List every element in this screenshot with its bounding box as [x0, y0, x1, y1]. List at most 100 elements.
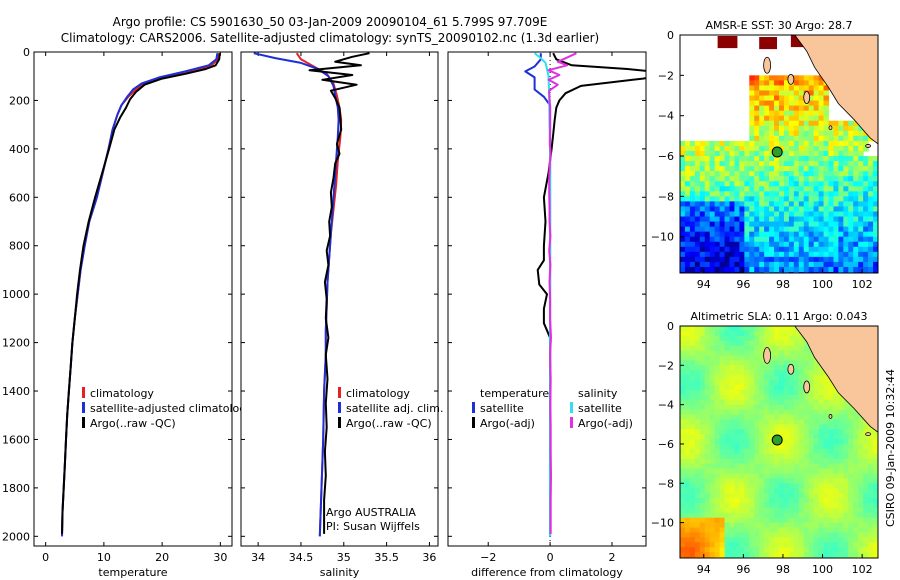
- altimetric-sla-cell: [739, 360, 745, 366]
- amsre-sst-cell: [843, 135, 849, 142]
- amsre-sst-cell: [680, 251, 686, 258]
- amsre-sst-cell: [749, 110, 755, 117]
- amsre-sst-cell: [783, 105, 790, 112]
- altimetric-sla-cell: [779, 443, 785, 450]
- amsre-sst-cell: [798, 226, 805, 233]
- amsre-sst-cell: [788, 256, 795, 263]
- amsre-sst-cell: [798, 246, 805, 253]
- amsre-sst-cell: [838, 236, 844, 243]
- altimetric-sla-cell: [779, 498, 785, 504]
- amsre-sst-cell: [779, 206, 785, 213]
- altimetric-sla-cell: [724, 507, 731, 514]
- amsre-sst-cell: [818, 100, 825, 107]
- altimetric-sla-cell: [684, 389, 691, 396]
- altimetric-sla-cell: [744, 409, 750, 416]
- temperature-series-line: [61, 53, 221, 534]
- altimetric-sla-cell: [719, 414, 726, 420]
- amsre-sst-cell: [863, 166, 869, 172]
- amsre-sst-cell: [828, 201, 835, 208]
- amsre-sst-cell: [843, 176, 849, 182]
- altimetric-sla-cell: [704, 424, 711, 430]
- amsre-sst-cell: [838, 145, 844, 152]
- altimetric-sla-cell: [808, 350, 815, 357]
- amsre-sst-cell: [803, 130, 810, 137]
- altimetric-sla-cell: [813, 389, 820, 396]
- amsre-sst-cell: [729, 241, 736, 248]
- amsre-sst-cell: [838, 186, 844, 192]
- amsre-sst-cell: [684, 226, 691, 233]
- amsre-sst-cell: [744, 256, 750, 263]
- amsre-sst-cell: [769, 181, 775, 187]
- amsre-sst-ytick-label: −2: [658, 69, 674, 82]
- altimetric-sla-cell: [719, 468, 726, 475]
- amsre-sst-cell: [764, 226, 770, 233]
- amsre-sst-cell: [769, 201, 775, 208]
- altimetric-sla-cell: [764, 468, 770, 475]
- amsre-sst-cell: [694, 171, 701, 177]
- altimetric-sla-cell: [754, 478, 760, 484]
- amsre-sst-cell: [783, 221, 790, 228]
- amsre-sst-cell: [714, 201, 721, 208]
- altimetric-sla-cell: [764, 399, 770, 406]
- amsre-sst-cell: [709, 145, 716, 152]
- amsre-sst-cell: [749, 161, 755, 167]
- altimetric-sla-cell: [689, 365, 696, 371]
- altimetric-sla-cell: [803, 365, 810, 371]
- altimetric-sla-cell: [813, 448, 820, 455]
- altimetric-sla-cell: [863, 542, 869, 548]
- amsre-sst-cell: [694, 236, 701, 243]
- altimetric-sla-cell: [803, 350, 810, 357]
- amsre-sst-ytick-label: 0: [667, 29, 674, 42]
- altimetric-sla-cell: [774, 409, 780, 416]
- amsre-sst-cell: [818, 176, 825, 182]
- altimetric-sla-cell: [848, 488, 854, 494]
- altimetric-sla-cell: [788, 552, 795, 558]
- altimetric-sla-cell: [774, 493, 780, 499]
- altimetric-sla-cell: [704, 478, 711, 484]
- altimetric-sla-cell: [848, 493, 854, 499]
- amsre-sst-cell: [853, 161, 859, 167]
- altimetric-sla-cell: [828, 537, 835, 543]
- altimetric-sla-cell: [709, 473, 716, 479]
- amsre-sst-cell: [863, 135, 869, 142]
- altimetric-sla-cell: [694, 458, 701, 465]
- amsre-sst-cell: [684, 271, 691, 273]
- amsre-sst-cell: [873, 201, 878, 208]
- amsre-sst-cell: [868, 191, 874, 197]
- altimetric-sla-cell: [818, 370, 825, 376]
- amsre-sst-cell: [754, 196, 760, 202]
- altimetric-sla-cell: [744, 542, 750, 548]
- amsre-sst-cell: [684, 256, 691, 263]
- amsre-sst-cell: [793, 181, 800, 187]
- altimetric-sla-cell: [709, 453, 716, 460]
- amsre-sst-cell: [818, 261, 825, 268]
- amsre-sst-cell: [853, 236, 859, 243]
- altimetric-sla-cell: [803, 542, 810, 548]
- altimetric-sla-cell: [749, 488, 755, 494]
- altimetric-sla-cell: [868, 507, 874, 514]
- amsre-sst-cell: [689, 176, 696, 182]
- altimetric-sla-cell: [709, 502, 716, 509]
- amsre-sst-cell: [828, 171, 835, 177]
- altimetric-sla-cell: [754, 507, 760, 514]
- amsre-sst-cell: [818, 266, 825, 273]
- altimetric-sla-cell: [774, 537, 780, 543]
- altimetric-sla-cell: [734, 384, 740, 391]
- amsre-sst-cell: [749, 176, 755, 182]
- temperature-xtick-label: 0: [42, 551, 49, 564]
- amsre-sst-cell: [754, 241, 760, 248]
- altimetric-sla-cell: [823, 404, 830, 411]
- altimetric-sla-cell: [714, 498, 721, 504]
- amsre-sst-cell: [719, 161, 726, 167]
- altimetric-sla-cell: [744, 335, 750, 342]
- altimetric-sla-cell: [689, 350, 696, 357]
- altimetric-sla-cell: [709, 330, 716, 337]
- altimetric-sla-cell: [764, 532, 770, 538]
- altimetric-sla-cell: [779, 370, 785, 376]
- altimetric-sla-cell: [739, 365, 745, 371]
- altimetric-sla-cell: [788, 458, 795, 465]
- amsre-sst-cell: [709, 241, 716, 248]
- altimetric-sla-cell: [714, 493, 721, 499]
- altimetric-sla-cell: [769, 380, 775, 386]
- amsre-sst-cell: [783, 110, 790, 117]
